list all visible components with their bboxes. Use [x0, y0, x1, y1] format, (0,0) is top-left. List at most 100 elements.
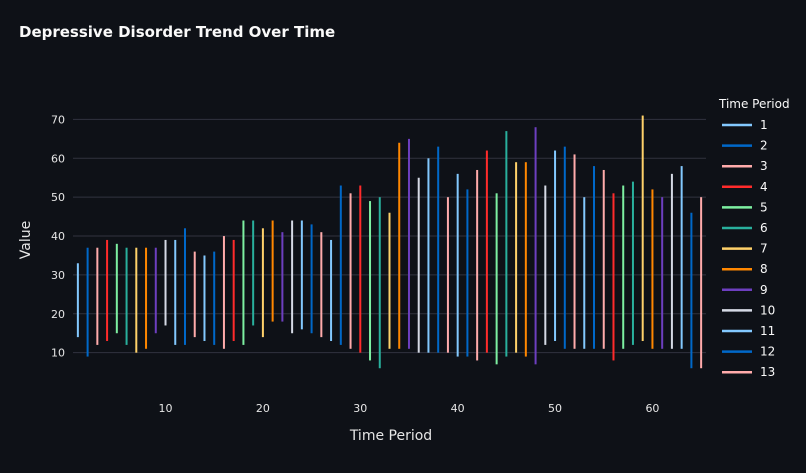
bar[interactable] — [155, 248, 157, 334]
legend-item[interactable]: 11 — [722, 324, 775, 338]
bar[interactable] — [515, 162, 517, 352]
legend-item[interactable]: 13 — [722, 365, 775, 379]
x-tick-label: 50 — [548, 402, 562, 415]
legend-item[interactable]: 1 — [722, 118, 768, 132]
legend-item[interactable]: 12 — [722, 345, 775, 359]
bar[interactable] — [583, 197, 585, 349]
bar[interactable] — [184, 228, 186, 345]
y-axis-label: Value — [18, 221, 34, 259]
bar[interactable] — [126, 248, 128, 345]
bar[interactable] — [242, 221, 244, 345]
legend-item[interactable]: 10 — [722, 303, 775, 317]
bar[interactable] — [632, 182, 634, 345]
legend-label: 9 — [760, 283, 768, 297]
bar[interactable] — [476, 170, 478, 360]
bar[interactable] — [194, 252, 196, 338]
legend-label: 8 — [760, 262, 768, 276]
x-tick-labels: 10 20 30 40 50 60 — [159, 402, 660, 415]
bar[interactable] — [389, 213, 391, 349]
bar[interactable] — [457, 174, 459, 357]
bar[interactable] — [554, 151, 556, 341]
legend-item[interactable]: 9 — [722, 283, 768, 297]
bar[interactable] — [223, 236, 225, 349]
bar[interactable] — [262, 228, 264, 337]
y-tick-label: 40 — [51, 230, 65, 243]
bar[interactable] — [700, 197, 702, 368]
bar[interactable] — [612, 193, 614, 360]
legend-item[interactable]: 8 — [722, 262, 768, 276]
y-tick-label: 60 — [51, 152, 65, 165]
bar[interactable] — [350, 193, 352, 348]
bar[interactable] — [427, 158, 429, 352]
bar[interactable] — [564, 147, 566, 349]
legend-label: 7 — [760, 242, 768, 256]
y-tick-label: 30 — [51, 269, 65, 282]
bar[interactable] — [369, 201, 371, 360]
legend-title: Time Period — [718, 97, 790, 111]
bar[interactable] — [398, 143, 400, 349]
legend-label: 2 — [760, 139, 768, 153]
bar[interactable] — [96, 248, 98, 345]
x-tick-label: 30 — [353, 402, 367, 415]
bar[interactable] — [145, 248, 147, 349]
legend-label: 1 — [760, 118, 768, 132]
bar[interactable] — [681, 166, 683, 349]
bar[interactable] — [505, 131, 507, 356]
bar[interactable] — [272, 221, 274, 322]
bar[interactable] — [135, 248, 137, 353]
legend-item[interactable]: 5 — [722, 200, 768, 214]
bar[interactable] — [642, 116, 644, 341]
bar[interactable] — [535, 127, 537, 364]
bar[interactable] — [301, 221, 303, 330]
bar[interactable] — [486, 151, 488, 353]
bar[interactable] — [379, 197, 381, 368]
bar[interactable] — [496, 193, 498, 364]
bar[interactable] — [106, 240, 108, 341]
bar[interactable] — [437, 147, 439, 353]
legend-item[interactable]: 2 — [722, 139, 768, 153]
y-tick-label: 50 — [51, 191, 65, 204]
bar[interactable] — [593, 166, 595, 349]
bar[interactable] — [671, 174, 673, 349]
bar[interactable] — [77, 263, 79, 337]
bar[interactable] — [233, 240, 235, 341]
bar[interactable] — [320, 232, 322, 337]
legend-item[interactable]: 3 — [722, 159, 768, 173]
legend-item[interactable]: 6 — [722, 221, 768, 235]
bar[interactable] — [213, 252, 215, 345]
bar[interactable] — [661, 197, 663, 349]
bar[interactable] — [525, 162, 527, 356]
bar[interactable] — [603, 170, 605, 349]
bar[interactable] — [340, 186, 342, 345]
legend-item[interactable]: 4 — [722, 180, 768, 194]
legend-label: 3 — [760, 159, 768, 173]
bar[interactable] — [174, 240, 176, 345]
bar[interactable] — [574, 154, 576, 348]
bar[interactable] — [622, 186, 624, 349]
bar[interactable] — [447, 197, 449, 352]
x-tick-label: 40 — [451, 402, 465, 415]
bar[interactable] — [544, 186, 546, 345]
bar[interactable] — [330, 240, 332, 341]
bar[interactable] — [418, 178, 420, 353]
bar[interactable] — [203, 255, 205, 341]
bar[interactable] — [359, 186, 361, 353]
bar[interactable] — [116, 244, 118, 333]
bar[interactable] — [87, 248, 89, 357]
bar[interactable] — [252, 221, 254, 326]
bar[interactable] — [291, 221, 293, 334]
legend-label: 11 — [760, 324, 775, 338]
legend-label: 4 — [760, 180, 768, 194]
bar[interactable] — [690, 213, 692, 368]
bar[interactable] — [466, 189, 468, 356]
legend-label: 10 — [760, 303, 775, 317]
legend-label: 5 — [760, 200, 768, 214]
bar[interactable] — [651, 189, 653, 348]
bar[interactable] — [408, 139, 410, 349]
bar[interactable] — [311, 224, 313, 333]
bar[interactable] — [165, 240, 167, 326]
bar[interactable] — [281, 232, 283, 321]
legend-item[interactable]: 7 — [722, 242, 768, 256]
